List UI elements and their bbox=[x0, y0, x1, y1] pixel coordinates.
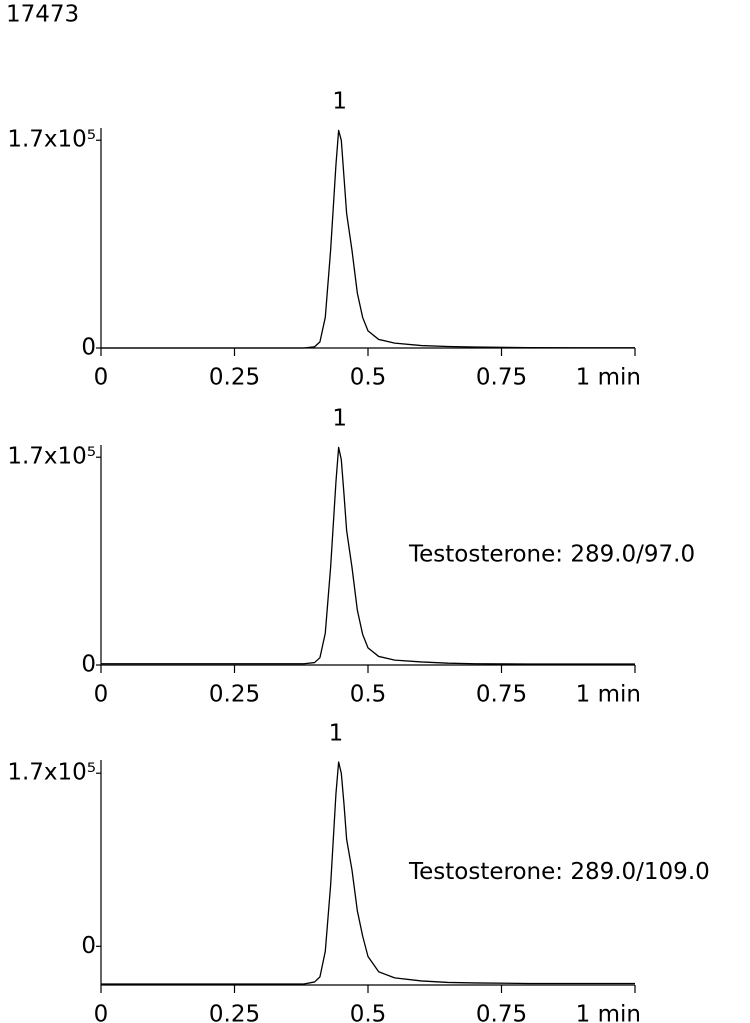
y-tick-label: 1.7x10⁵ bbox=[7, 444, 96, 470]
peak-label: 1 bbox=[329, 721, 344, 747]
y-tick-label: 0 bbox=[81, 652, 96, 678]
transition-label: Testosterone: 289.0/109.0 bbox=[408, 859, 710, 885]
x-tick-label: 0.75 bbox=[476, 1002, 527, 1023]
x-tick-label: 0.25 bbox=[209, 682, 260, 708]
trace bbox=[101, 761, 635, 985]
x-tick-label: 0 bbox=[94, 682, 109, 708]
x-tick-label: 0.5 bbox=[350, 682, 387, 708]
x-tick-label: 1 min bbox=[576, 365, 641, 391]
y-tick-label: 0 bbox=[81, 335, 96, 361]
transition-label: Testosterone: 289.0/97.0 bbox=[408, 542, 695, 568]
y-tick-label: 0 bbox=[81, 933, 96, 959]
trace bbox=[101, 446, 635, 665]
x-tick-label: 1 min bbox=[576, 1002, 641, 1023]
y-tick-label: 1.7x10⁵ bbox=[7, 760, 96, 786]
x-tick-label: 0.75 bbox=[476, 682, 527, 708]
x-tick-label: 0.25 bbox=[209, 1002, 260, 1023]
x-tick-label: 1 min bbox=[576, 682, 641, 708]
x-tick-label: 0 bbox=[94, 1002, 109, 1023]
y-tick-label: 1.7x10⁵ bbox=[7, 127, 96, 153]
x-tick-label: 0.5 bbox=[350, 365, 387, 391]
x-tick-label: 0 bbox=[94, 365, 109, 391]
peak-label: 1 bbox=[332, 406, 347, 432]
x-tick-label: 0.5 bbox=[350, 1002, 387, 1023]
x-tick-label: 0.75 bbox=[476, 365, 527, 391]
trace bbox=[101, 129, 635, 349]
sample-id: 17473 bbox=[6, 2, 79, 28]
x-tick-label: 0.25 bbox=[209, 365, 260, 391]
peak-label: 1 bbox=[332, 89, 347, 115]
